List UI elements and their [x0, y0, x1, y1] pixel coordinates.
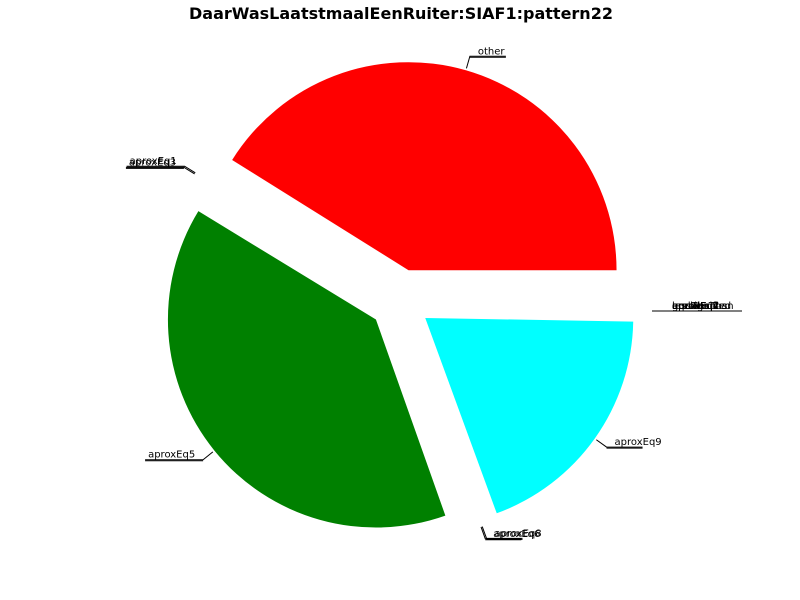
label-leader-aproxeq8	[481, 526, 523, 539]
label-leader-other	[465, 55, 506, 69]
slice-label-other: other	[478, 46, 506, 57]
label-leader-aproxeq1	[126, 165, 196, 174]
slice-label-ambiguous: ambiguous	[672, 301, 727, 312]
pie-slice-aproxeq5	[167, 211, 446, 528]
chart-title: DaarWasLaatstmaalEenRuiter:SIAF1:pattern…	[189, 4, 613, 23]
slice-label-aproxeq5: aproxEq5	[148, 450, 195, 461]
label-leader-aproxeq3	[125, 166, 195, 175]
slice-labels: otheraproxEq1aproxEq3aproxEq5aproxEq6apr…	[125, 46, 742, 541]
slice-label-lessthan: lessThan	[672, 301, 716, 312]
slice-label-aproxeq9: aproxEq9	[615, 437, 662, 448]
slice-label-aproxeq3: aproxEq3	[129, 157, 176, 168]
slice-label-aproxeq8: aproxEq8	[495, 528, 542, 539]
slice-label-aproxeq1: aproxEq1	[130, 156, 177, 167]
slice-label-greaterthan: greaterThan	[672, 301, 734, 312]
pie-slices	[167, 62, 634, 528]
label-leader-aproxeq9	[596, 439, 643, 448]
slice-label-equal: equal	[672, 301, 700, 312]
slice-label-aproxeq6: aproxEq6	[493, 529, 540, 540]
pie-slice-other	[232, 62, 617, 271]
pie-slice-aproxeq9	[425, 317, 634, 514]
label-leader-aproxeq5	[145, 451, 214, 461]
slice-label-aproxeq2: aproxEq2	[672, 301, 719, 312]
slice-label-aproxeq4: aproxEq4	[672, 301, 719, 312]
slice-label-unclassified: unclassified	[672, 301, 731, 312]
slice-label-aproxeq7: aproxEq7	[672, 301, 719, 312]
